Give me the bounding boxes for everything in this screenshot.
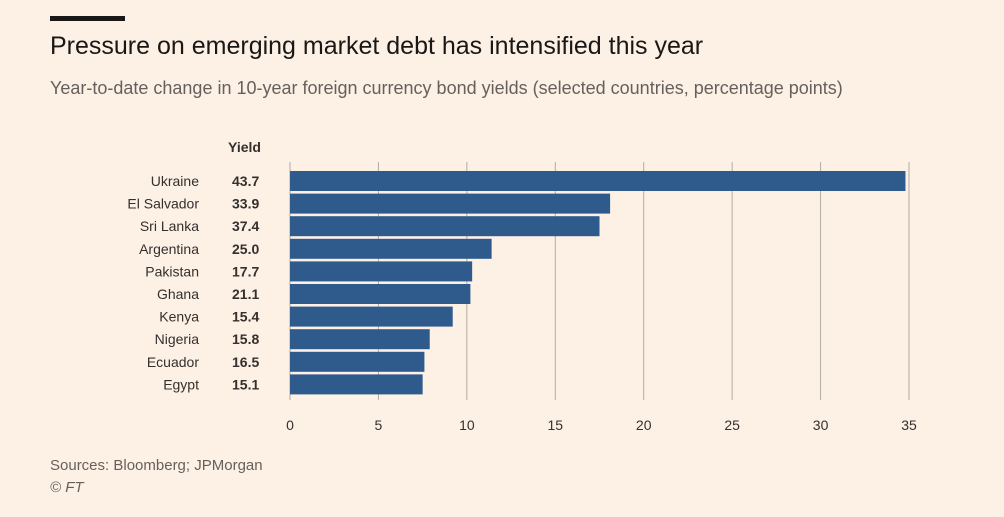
yield-value: 37.4 [232,218,259,234]
yield-value: 17.7 [232,263,259,279]
yield-value: 21.1 [232,286,259,302]
copyright: © FT [50,479,84,496]
x-tick-label: 35 [901,417,917,433]
bar [290,329,430,350]
chart-subtitle: Year-to-date change in 10-year foreign c… [50,78,843,98]
bar [290,374,423,395]
category-label: Egypt [163,376,199,392]
x-tick-label: 10 [459,417,475,433]
x-tick-label: 15 [547,417,563,433]
category-label: Ghana [157,286,199,302]
category-label: Kenya [159,309,199,325]
category-label: Pakistan [145,263,199,279]
bar [290,261,473,282]
bar [290,306,453,327]
category-label: El Salvador [127,196,199,212]
x-tick-label: 25 [724,417,740,433]
yield-value: 15.4 [232,309,259,325]
chart-title: Pressure on emerging market debt has int… [50,32,704,60]
bars [290,171,906,395]
x-tick-label: 30 [813,417,829,433]
yield-column-header: Yield [228,139,261,155]
top-rule [50,16,125,21]
bar [290,171,906,191]
sources-note: Sources: Bloomberg; JPMorgan [50,457,263,474]
yield-value: 16.5 [232,354,259,370]
yield-value: 15.8 [232,331,259,347]
footer: Sources: Bloomberg; JPMorgan © FT [50,455,263,499]
category-label: Nigeria [155,331,200,347]
bar [290,351,425,372]
yield-value: 33.9 [232,196,259,212]
category-label: Ukraine [151,173,199,189]
x-tick-label: 0 [286,417,294,433]
x-tick-label: 20 [636,417,652,433]
category-label: Argentina [139,241,199,257]
bar [290,238,492,259]
bar [290,193,611,214]
bar [290,284,471,304]
x-tick-label: 5 [375,417,383,433]
category-labels: Ukraine El Salvador Sri Lanka Argentina Paki… [127,173,199,392]
bar [290,216,600,237]
x-axis-ticks: 0 5 10 15 20 25 30 35 [286,417,917,433]
category-label: Ecuador [147,354,199,370]
yield-values: 43.7 33.9 37.4 25.0 17.7 21.1 15.4 15.8 16.5 15.1 [232,173,259,392]
yield-value: 15.1 [232,376,259,392]
category-label: Sri Lanka [140,218,199,234]
yield-value: 25.0 [232,241,259,257]
yield-value: 43.7 [232,173,259,189]
